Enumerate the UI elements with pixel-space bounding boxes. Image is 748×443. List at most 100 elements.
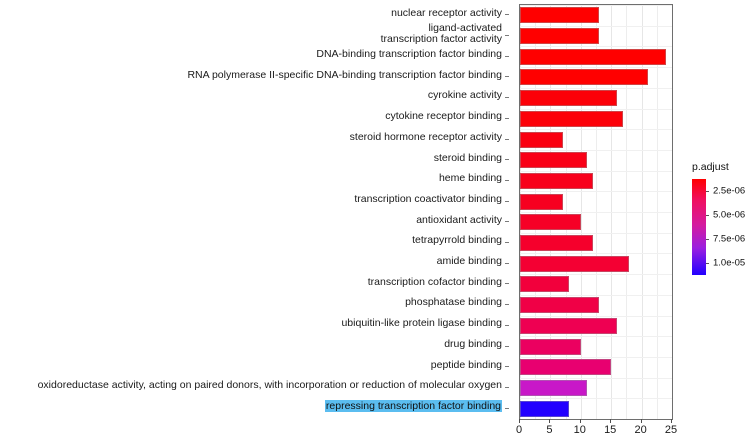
bar bbox=[520, 359, 612, 376]
category-label: steroid hormone receptor activity bbox=[349, 130, 502, 143]
bar bbox=[520, 90, 618, 107]
axis-tick-mark bbox=[505, 366, 509, 368]
bar bbox=[520, 255, 630, 272]
axis-tick-mark bbox=[505, 386, 509, 388]
bar bbox=[520, 400, 569, 417]
axis-tick-mark bbox=[505, 324, 509, 326]
category-label: peptide binding bbox=[430, 358, 502, 371]
grid-line-horizontal bbox=[520, 378, 672, 379]
category-label: phosphatase binding bbox=[405, 296, 502, 309]
x-axis-tick-label: 0 bbox=[515, 424, 523, 436]
axis-tick-mark bbox=[505, 159, 509, 161]
grid-line-horizontal bbox=[520, 336, 672, 337]
legend-tick-label: 1.0e-05 bbox=[713, 257, 746, 269]
category-label: steroid binding bbox=[433, 151, 502, 164]
x-axis-tick bbox=[640, 419, 642, 423]
axis-tick-mark bbox=[505, 242, 509, 244]
legend-title: p.adjust bbox=[692, 161, 729, 173]
category-label: transcription coactivator binding bbox=[354, 192, 502, 205]
category-label: ubiquitin-like protein ligase binding bbox=[341, 317, 502, 330]
grid-line-horizontal bbox=[520, 109, 672, 110]
bar bbox=[520, 235, 593, 252]
category-label: antioxidant activity bbox=[416, 213, 502, 226]
category-label: oxidoreductase activity, acting on paire… bbox=[37, 379, 502, 392]
axis-tick-mark bbox=[505, 407, 509, 409]
axis-tick-mark bbox=[505, 55, 509, 57]
grid-line-horizontal bbox=[520, 212, 672, 213]
grid-line-horizontal bbox=[520, 150, 672, 151]
x-axis-tick-label: 20 bbox=[634, 424, 647, 436]
x-axis-tick-label: 15 bbox=[604, 424, 617, 436]
grid-line-horizontal bbox=[520, 26, 672, 27]
category-label: nuclear receptor activity bbox=[391, 6, 502, 19]
bar bbox=[520, 28, 600, 45]
legend-tick-label: 7.5e-06 bbox=[713, 233, 746, 245]
category-label: cyrokine activity bbox=[427, 89, 502, 102]
axis-tick-mark bbox=[505, 76, 509, 78]
bar bbox=[520, 338, 581, 355]
axis-tick-mark bbox=[505, 179, 509, 181]
bar bbox=[520, 110, 624, 127]
category-label: repressing transcription factor binding bbox=[324, 399, 502, 413]
grid-line-horizontal bbox=[520, 46, 672, 47]
x-axis-tick-label: 10 bbox=[573, 424, 586, 436]
x-axis-tick-label: 5 bbox=[546, 424, 553, 436]
bar bbox=[520, 131, 563, 148]
grid-line-horizontal bbox=[520, 316, 672, 317]
bar bbox=[520, 69, 648, 86]
category-label: tetrapyrrold binding bbox=[412, 234, 502, 247]
axis-tick-mark bbox=[505, 117, 509, 119]
legend-tick bbox=[706, 239, 709, 240]
axis-tick-mark bbox=[505, 138, 509, 140]
category-label: transcription cofactor binding bbox=[367, 275, 502, 288]
axis-tick-mark bbox=[505, 35, 509, 37]
legend-tick bbox=[706, 263, 709, 264]
bar bbox=[520, 193, 563, 210]
grid-line-horizontal bbox=[520, 274, 672, 275]
category-label: DNA-binding transcription factor binding bbox=[316, 48, 502, 60]
grid-line-horizontal bbox=[520, 67, 672, 68]
axis-tick-mark bbox=[505, 14, 509, 16]
grid-line-horizontal bbox=[520, 191, 672, 192]
grid-line-horizontal bbox=[520, 171, 672, 172]
x-axis-tick bbox=[671, 419, 672, 423]
bar bbox=[520, 317, 618, 334]
bar bbox=[520, 297, 600, 314]
grid-line-horizontal bbox=[520, 129, 672, 130]
grid-line-horizontal bbox=[520, 398, 672, 399]
category-axis-labels: nuclear receptor activity ligand-activate… bbox=[37, 6, 509, 413]
axis-tick-mark bbox=[505, 200, 509, 202]
category-label: drug binding bbox=[444, 337, 502, 350]
category-label: ligand-activated transcription factor act… bbox=[380, 21, 502, 46]
plot-panel bbox=[519, 4, 673, 420]
legend-colorbar-body: 2.5e-06 5.0e-06 7.5e-06 1.0e-05 bbox=[692, 179, 748, 275]
legend-tick-label: 2.5e-06 bbox=[713, 185, 746, 197]
grid-line-vertical bbox=[672, 5, 673, 419]
bar bbox=[520, 48, 666, 65]
x-axis-tick bbox=[519, 419, 520, 423]
x-axis: 0 5 10 15 20 25 bbox=[515, 419, 677, 443]
bar bbox=[520, 172, 593, 189]
axis-tick-mark bbox=[505, 262, 509, 264]
highlighted-label-text[interactable]: repressing transcription factor binding bbox=[324, 399, 502, 412]
x-axis-tick bbox=[549, 419, 551, 423]
legend-tick bbox=[706, 191, 709, 192]
bar bbox=[520, 214, 581, 231]
category-label: cytokine receptor binding bbox=[385, 110, 502, 123]
legend: p.adjust 2.5e-06 5.0e-06 7.5e-06 1.0e-05 bbox=[692, 161, 748, 275]
bar bbox=[520, 7, 600, 24]
bar bbox=[520, 276, 569, 293]
axis-tick-mark bbox=[505, 221, 509, 223]
grid-line-horizontal bbox=[520, 253, 672, 254]
x-axis-tick bbox=[579, 419, 581, 423]
grid-line-horizontal bbox=[520, 5, 672, 6]
bar bbox=[520, 379, 587, 396]
legend-gradient-bar bbox=[692, 179, 706, 275]
grid-line-horizontal bbox=[520, 357, 672, 358]
category-label: amide binding bbox=[436, 255, 502, 267]
x-axis-tick-label: 25 bbox=[664, 424, 678, 436]
grid-line-horizontal bbox=[520, 88, 672, 89]
axis-tick-mark bbox=[505, 304, 509, 306]
bar bbox=[520, 152, 587, 169]
